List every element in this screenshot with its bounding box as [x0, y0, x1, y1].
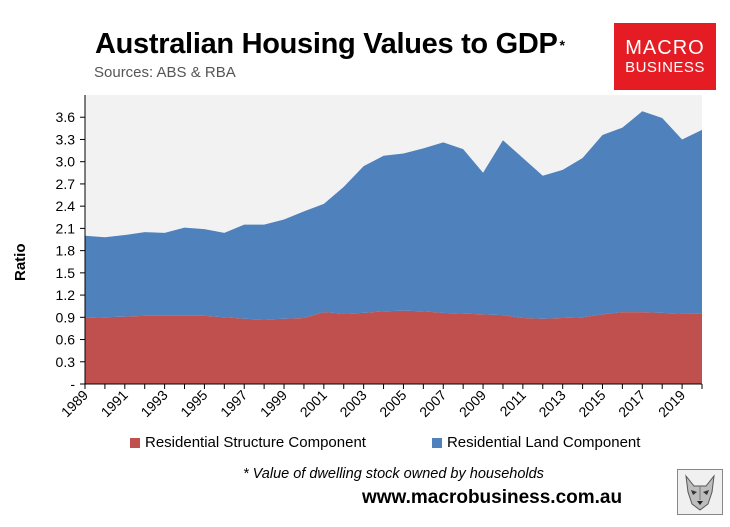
- y-tick-label: 0.6: [56, 332, 76, 348]
- legend-item-structure: Residential Structure Component: [130, 434, 366, 451]
- legend-item-land: Residential Land Component: [431, 434, 641, 451]
- y-tick-label: 0.9: [56, 309, 76, 325]
- x-tick-label: 1991: [98, 387, 131, 420]
- x-axis-ticks: 1989 1991 1993 1995 1997 1999 2001 2003 2005 2007…: [58, 384, 703, 420]
- x-tick-label: 2013: [535, 387, 568, 420]
- x-tick-label: 1995: [177, 387, 210, 420]
- chart-title-row: Australian Housing Values to GDP *: [95, 26, 565, 66]
- footnote: * Value of dwelling stock owned by house…: [243, 466, 544, 482]
- legend-label-structure: Residential Structure Component: [145, 434, 366, 451]
- y-axis-label: Ratio: [12, 243, 29, 281]
- x-tick-label: 2017: [615, 387, 648, 420]
- logo-line-2: BUSINESS: [625, 58, 705, 76]
- title-footnote-mark: *: [559, 37, 565, 53]
- chart-title: Australian Housing Values to GDP: [95, 28, 558, 60]
- y-tick-label: 3.3: [56, 131, 76, 147]
- website-url[interactable]: www.macrobusiness.com.au: [362, 487, 623, 508]
- x-tick-label: 2007: [416, 387, 449, 420]
- y-tick-label: 2.7: [56, 176, 76, 192]
- chart-subtitle: Sources: ABS & RBA: [94, 64, 236, 81]
- x-tick-label: 2009: [456, 387, 489, 420]
- x-tick-label: 2001: [297, 387, 330, 420]
- x-tick-label: 2003: [336, 387, 369, 420]
- y-tick-label: 1.5: [56, 265, 76, 281]
- area-layers: [85, 111, 702, 384]
- x-tick-label: 1997: [217, 387, 250, 420]
- y-tick-label: 2.1: [56, 220, 76, 236]
- legend-swatch-structure: [130, 437, 140, 448]
- x-tick-label: 1993: [137, 387, 170, 420]
- area-series-1: [85, 111, 702, 320]
- x-tick-label: 2015: [575, 387, 608, 420]
- logo-line-1: MACRO: [625, 36, 705, 59]
- y-tick-label: 1.2: [56, 287, 76, 303]
- x-tick-label: 2019: [655, 387, 688, 420]
- y-tick-label: 3.0: [56, 154, 76, 170]
- x-tick-label: 1999: [257, 387, 290, 420]
- y-tick-label: 3.6: [56, 109, 76, 125]
- legend: Residential Structure Component Resident…: [130, 434, 706, 451]
- y-tick-label: 0.3: [56, 354, 76, 370]
- y-tick-label: 1.8: [56, 243, 76, 259]
- legend-label-land: Residential Land Component: [446, 434, 641, 451]
- y-tick-label: 2.4: [56, 198, 76, 214]
- x-tick-label: 1989: [58, 387, 91, 420]
- macrobusiness-logo: MACRO BUSINESS: [614, 23, 716, 90]
- y-axis-ticks: - 0.3 0.6 0.9 1.2 1.5 1.8 2.1 2.4 2.7 3.0 3.3 3.6: [56, 109, 85, 392]
- wolf-icon: [677, 469, 723, 515]
- area-series-0: [85, 310, 702, 384]
- x-tick-label: 2005: [376, 387, 409, 420]
- legend-swatch-land: [431, 437, 442, 448]
- x-tick-label: 2011: [496, 387, 529, 420]
- axes: [84, 95, 702, 385]
- y-tick-label: -: [70, 376, 75, 392]
